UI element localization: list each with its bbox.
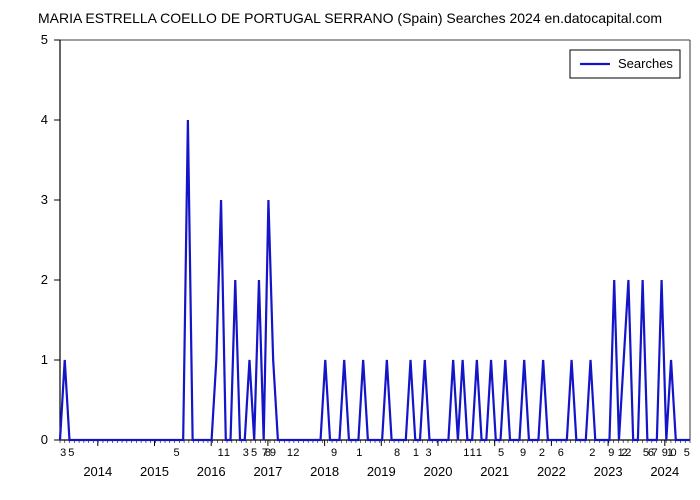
- x-value-label: 9: [608, 447, 614, 459]
- x-value-label: 1: [218, 447, 224, 459]
- x-value-label: 5: [68, 447, 74, 459]
- x-year-label: 2021: [480, 464, 509, 479]
- chart-svg: 0123452014201520162017201820192020202120…: [0, 0, 700, 500]
- x-value-label: 2: [589, 447, 595, 459]
- x-value-label: 1: [287, 447, 293, 459]
- x-value-label: 8: [394, 447, 400, 459]
- x-value-label: 2: [539, 447, 545, 459]
- x-value-label: 9: [331, 447, 337, 459]
- chart-container: { "title": "MARIA ESTRELLA COELLO DE POR…: [0, 0, 700, 500]
- x-value-label: 5: [251, 447, 257, 459]
- x-year-label: 2018: [310, 464, 339, 479]
- legend-label: Searches: [618, 56, 673, 71]
- y-tick-label: 4: [41, 112, 48, 127]
- x-year-label: 2023: [594, 464, 623, 479]
- x-value-label: 6: [558, 447, 564, 459]
- x-value-label: 1: [224, 447, 230, 459]
- x-value-label: 0: [671, 447, 677, 459]
- x-year-label: 2014: [83, 464, 112, 479]
- x-value-label: 5: [684, 447, 690, 459]
- x-value-label: 1: [413, 447, 419, 459]
- x-value-label: 9: [270, 447, 276, 459]
- x-year-label: 2016: [197, 464, 226, 479]
- x-value-label: 3: [425, 447, 431, 459]
- x-year-label: 2019: [367, 464, 396, 479]
- x-value-label: 2: [625, 447, 631, 459]
- x-value-label: 1: [476, 447, 482, 459]
- x-year-label: 2020: [424, 464, 453, 479]
- x-value-label: 7: [652, 447, 658, 459]
- y-tick-label: 2: [41, 272, 48, 287]
- chart-title: MARIA ESTRELLA COELLO DE PORTUGAL SERRAN…: [0, 10, 700, 26]
- x-value-label: 1: [470, 447, 476, 459]
- x-value-label: 1: [463, 447, 469, 459]
- x-value-label: 5: [173, 447, 179, 459]
- x-year-label: 2015: [140, 464, 169, 479]
- x-year-label: 2017: [253, 464, 282, 479]
- x-year-label: 2024: [650, 464, 679, 479]
- x-value-label: 3: [60, 447, 66, 459]
- x-value-label: 1: [356, 447, 362, 459]
- x-value-label: 5: [498, 447, 504, 459]
- y-tick-label: 3: [41, 192, 48, 207]
- y-tick-label: 5: [41, 32, 48, 47]
- x-value-label: 9: [520, 447, 526, 459]
- x-year-label: 2022: [537, 464, 566, 479]
- y-tick-label: 1: [41, 352, 48, 367]
- x-value-label: 3: [243, 447, 249, 459]
- y-tick-label: 0: [41, 432, 48, 447]
- x-value-label: 2: [293, 447, 299, 459]
